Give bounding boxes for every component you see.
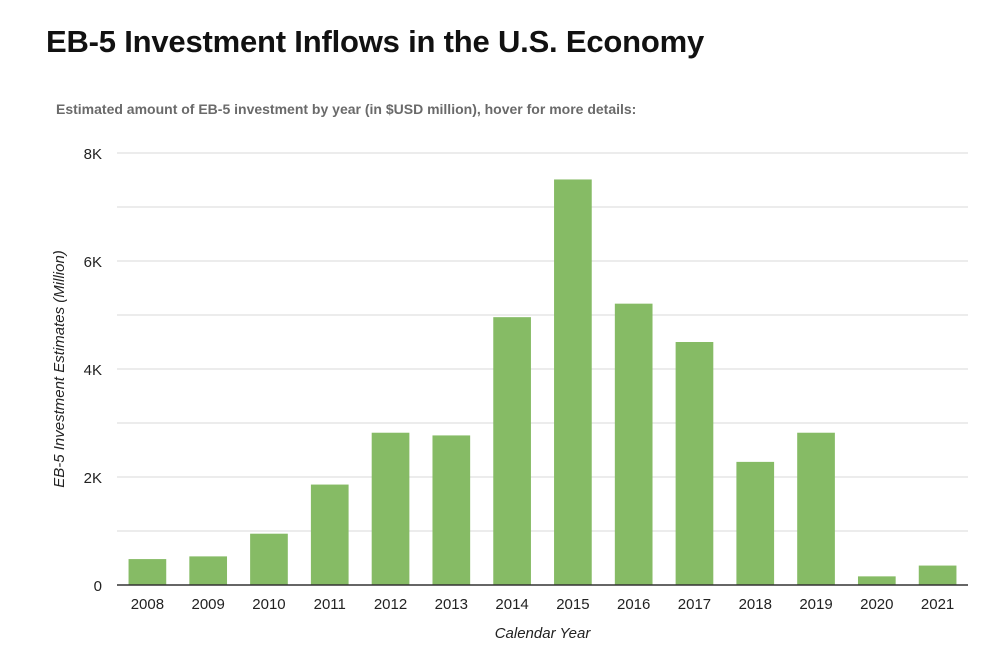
x-tick-label: 2015 [556, 596, 589, 613]
chart-title: EB-5 Investment Inflows in the U.S. Econ… [46, 24, 705, 59]
x-tick-label: 2016 [617, 596, 650, 613]
bar-2009[interactable] [189, 556, 228, 585]
bar-2020[interactable] [857, 576, 896, 585]
y-axis-title: EB-5 Investment Estimates (Million) [51, 250, 68, 488]
bar-2018[interactable] [736, 461, 775, 585]
bar-2017[interactable] [675, 342, 714, 585]
bars [128, 179, 957, 585]
y-tick-label: 2K [84, 470, 102, 487]
x-tick-label: 2018 [739, 596, 772, 613]
x-axis-title: Calendar Year [495, 625, 592, 642]
bar-2015[interactable] [554, 179, 592, 585]
chart-subtitle: Estimated amount of EB-5 investment by y… [56, 101, 637, 117]
bar-2012[interactable] [371, 432, 410, 585]
x-tick-label: 2010 [252, 596, 285, 613]
bar-2021[interactable] [918, 565, 957, 585]
x-tick-label: 2017 [678, 596, 711, 613]
x-tick-label: 2020 [860, 596, 893, 613]
bar-2014[interactable] [493, 317, 531, 585]
x-tick-label: 2011 [314, 596, 346, 613]
x-tick-label: 2008 [131, 596, 164, 613]
y-tick-label: 8K [84, 146, 102, 163]
x-tick-label: 2014 [495, 596, 528, 613]
y-tick-label: 4K [84, 362, 102, 379]
y-tick-label: 0 [94, 578, 102, 595]
x-tick-label: 2021 [921, 596, 954, 613]
bar-2013[interactable] [432, 435, 471, 585]
bar-2010[interactable] [250, 533, 288, 585]
x-tick-label: 2019 [799, 596, 832, 613]
y-tick-label: 6K [84, 254, 102, 271]
bar-2019[interactable] [797, 432, 835, 585]
bar-2016[interactable] [614, 303, 653, 585]
bar-2008[interactable] [128, 559, 167, 585]
axes: 0 2K 4K 6K 8K 2008 2009 2010 2011 2012 2013 2014 201… [84, 146, 968, 613]
x-tick-label: 2012 [374, 596, 407, 613]
x-tick-label: 2009 [191, 596, 224, 613]
gridlines [117, 152, 968, 532]
bar-2011[interactable] [310, 484, 349, 585]
x-tick-label: 2013 [435, 596, 468, 613]
